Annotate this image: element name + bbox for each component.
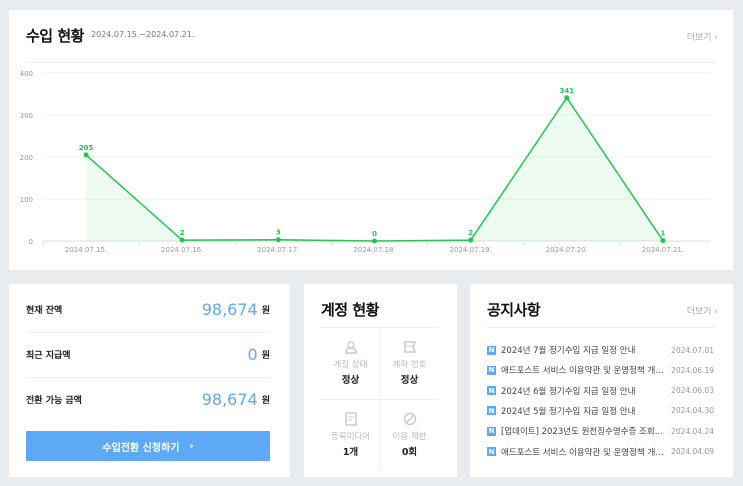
cell-label: 계정 상태 xyxy=(333,360,368,370)
data-label: 1 xyxy=(660,230,665,238)
notice-item[interactable]: N 2024년 7월 정기수입 지급 일정 안내 2024.07.01 xyxy=(487,340,714,360)
data-point xyxy=(372,238,377,244)
data-point xyxy=(660,238,666,244)
data-point xyxy=(83,152,89,158)
data-label: 341 xyxy=(559,87,574,95)
y-tick-label: 400 xyxy=(20,70,33,78)
new-badge-icon: N xyxy=(487,345,496,355)
account-bank: 계좌 번호 정상 xyxy=(380,328,439,400)
data-point xyxy=(564,95,570,101)
document-icon xyxy=(344,412,358,426)
balance-label: 현재 잔액 xyxy=(26,306,63,316)
data-label: 3 xyxy=(276,229,281,237)
notice-title-text: 애드포스트 서비스 이용약관 및 운영정책 개정 안내 xyxy=(501,366,672,377)
data-label: 2 xyxy=(180,229,185,237)
account-media: 등록미디어 1개 xyxy=(321,400,380,472)
cell-value: 0회 xyxy=(401,447,418,458)
balance-row-convertible: 전환 가능 금액 98,674 원 xyxy=(26,377,270,422)
x-tick-label: 2024.07.17. xyxy=(257,246,299,254)
x-tick-label: 2024.07.15. xyxy=(65,246,107,254)
balance-value: 98,674 xyxy=(201,300,258,319)
new-badge-icon: N xyxy=(487,426,496,436)
balance-value: 98,674 xyxy=(201,390,258,409)
data-label: 205 xyxy=(79,144,94,152)
y-tick-label: 100 xyxy=(20,196,33,204)
notice-title-text: 애드포스트 서비스 이용약관 및 운영정책 개정 안내 xyxy=(501,447,672,458)
notice-title: 공지사항 xyxy=(487,301,541,319)
income-date-range: 2024.07.15.~2024.07.21. xyxy=(91,30,195,39)
y-tick-label: 200 xyxy=(20,154,33,162)
notice-date: 2024.04.30 xyxy=(671,406,714,416)
balance-label: 최근 지급액 xyxy=(26,351,71,361)
cell-value: 정상 xyxy=(400,375,419,386)
chevron-right-icon: › xyxy=(189,440,194,452)
notice-title-text: 2024년 7월 정기수입 지급 일정 안내 xyxy=(501,346,636,356)
account-title: 계정 현황 xyxy=(321,301,379,319)
user-icon xyxy=(344,340,358,354)
notice-date: 2024.06.19 xyxy=(671,365,714,375)
income-title: 수입 현황 xyxy=(26,27,84,45)
balance-card: 현재 잔액 98,674 원 최근 지급액 0 원 전환 가능 금액 98,67… xyxy=(9,284,290,477)
y-tick-label: 0 xyxy=(29,238,33,246)
unit: 원 xyxy=(261,306,270,316)
account-restriction: 이용 제한 0회 xyxy=(380,400,439,472)
account-card: 계정 현황 계정 상태 정상 계좌 번호 정상 등록미디어 1개 이용 제한 0… xyxy=(304,284,457,477)
balance-row-current: 현재 잔액 98,674 원 xyxy=(26,287,270,332)
card-icon xyxy=(403,340,417,354)
account-status: 계정 상태 정상 xyxy=(321,328,380,400)
convert-income-button[interactable]: 수입전환 신청하기 › xyxy=(26,431,270,461)
y-tick-label: 300 xyxy=(20,112,33,120)
notice-title-text: 2024년 6월 정기수입 지급 일정 안내 xyxy=(501,386,636,397)
cell-value: 정상 xyxy=(341,375,360,386)
balance-label: 전환 가능 금액 xyxy=(26,396,82,406)
x-tick-label: 2024.07.18. xyxy=(353,246,395,254)
cell-value: 1개 xyxy=(342,447,359,458)
new-badge-icon: N xyxy=(487,365,496,375)
data-point xyxy=(179,237,185,243)
button-label: 수입전환 신청하기 xyxy=(102,442,180,454)
area-fill xyxy=(86,97,663,241)
notice-date: 2024.06.03 xyxy=(671,386,714,396)
unit: 원 xyxy=(261,351,270,361)
notice-item[interactable]: N [업데이트] 2023년도 원천징수영수증 조회 안내 2024.04.24 xyxy=(487,421,714,441)
new-badge-icon: N xyxy=(487,406,496,416)
balance-row-recent: 최근 지급액 0 원 xyxy=(26,332,270,377)
income-card: 수입 현황 2024.07.15.~2024.07.21. 더보기 › 0 100… xyxy=(9,10,733,270)
notice-title-text: [업데이트] 2023년도 원천징수영수증 조회 안내 xyxy=(501,427,672,438)
notice-item[interactable]: N 2024년 6월 정기수입 지급 일정 안내 2024.06.03 xyxy=(487,381,714,401)
notice-item[interactable]: N 애드포스트 서비스 이용약관 및 운영정책 개정 안내 2024.04.09 xyxy=(487,442,714,462)
cell-label: 이용 제한 xyxy=(392,432,427,442)
x-tick-label: 2024.07.19. xyxy=(449,246,491,254)
income-more-link[interactable]: 더보기 › xyxy=(686,33,718,43)
data-point xyxy=(275,237,281,243)
new-badge-icon: N xyxy=(487,447,496,456)
unit: 원 xyxy=(261,396,270,406)
x-tick-label: 2024.07.16. xyxy=(161,246,203,254)
notice-card: 공지사항 더보기 › N 2024년 7월 정기수입 지급 일정 안내 2024.0… xyxy=(470,284,733,477)
balance-value: 0 xyxy=(247,345,258,364)
new-badge-icon: N xyxy=(487,386,496,396)
cell-label: 등록미디어 xyxy=(330,432,371,442)
data-point xyxy=(468,237,474,243)
data-label: 2 xyxy=(468,229,473,237)
notice-date: 2024.04.09 xyxy=(671,447,714,456)
cell-label: 계좌 번호 xyxy=(392,360,427,370)
notice-item[interactable]: N 애드포스트 서비스 이용약관 및 운영정책 개정 안내 2024.06.19 xyxy=(487,360,714,380)
notice-item[interactable]: N 2024년 5월 정기수입 지급 일정 안내 2024.04.30 xyxy=(487,401,714,421)
data-label: 0 xyxy=(372,230,377,238)
notice-title-text: 2024년 5월 정기수입 지급 일정 안내 xyxy=(501,406,636,417)
ban-icon xyxy=(403,412,417,426)
notice-date: 2024.04.24 xyxy=(671,426,714,436)
notice-more-link[interactable]: 더보기 › xyxy=(686,307,718,317)
x-tick-label: 2024.07.20. xyxy=(546,246,588,254)
income-line-chart: 0 100 200 300 400 2024.07.15. 2024.07.16. 2024.… xyxy=(20,70,711,254)
notice-date: 2024.07.01 xyxy=(671,345,714,355)
x-tick-label: 2024.07.21. xyxy=(642,246,684,254)
